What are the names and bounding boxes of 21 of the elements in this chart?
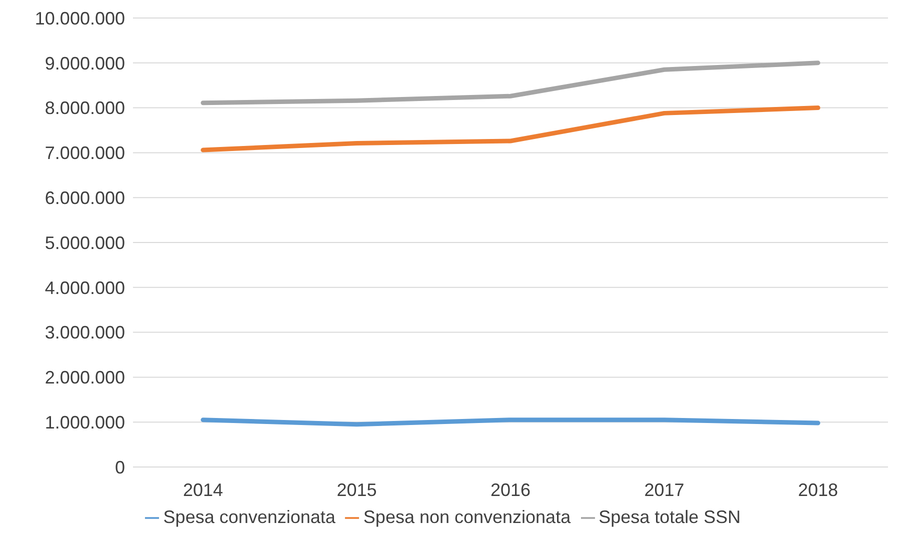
y-tick-label: 7.000.000 (44, 143, 125, 164)
y-tick-label: 1.000.000 (44, 412, 125, 432)
y-tick-label: 3.000.000 (44, 322, 125, 343)
legend-label: Spesa convenzionata (163, 507, 336, 527)
line-series (200, 60, 820, 106)
y-tick-label: 5.000.000 (44, 232, 125, 253)
y-tick-label: 4.000.000 (44, 278, 125, 298)
x-tick-label: 2017 (644, 480, 684, 500)
y-tick-label: 6.000.000 (44, 188, 125, 208)
legend-label: Spesa totale SSN (598, 507, 741, 527)
y-tick-label: 10.000.000 (34, 8, 125, 28)
x-tick-label: 2014 (182, 480, 224, 500)
line-series (200, 106, 820, 152)
x-tick-label: 2016 (490, 480, 531, 500)
y-tick-label: 2.000.000 (44, 368, 125, 388)
y-tick-label: 0 (114, 457, 125, 478)
x-tick-label: 2015 (336, 480, 377, 500)
y-tick-label: 9.000.000 (44, 53, 125, 74)
legend-label: Spesa non convenzionata (363, 507, 571, 527)
x-tick-label: 2018 (798, 480, 838, 500)
y-tick-label: 8.000.000 (44, 98, 125, 118)
